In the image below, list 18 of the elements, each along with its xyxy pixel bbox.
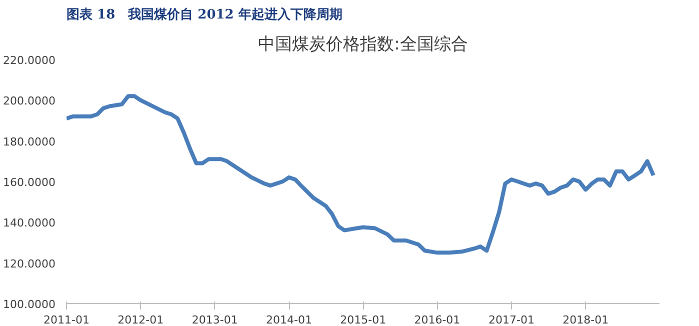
x-tick-label: 2018-01 xyxy=(562,314,609,326)
chart-subtitle: 中国煤炭价格指数:全国综合 xyxy=(258,34,468,54)
x-tick-label: 2016-01 xyxy=(414,314,460,326)
chart-title: 图表 18 我国煤价自 2012 年起进入下降周期 xyxy=(66,6,342,22)
x-tick-label: 2011-01 xyxy=(44,314,90,326)
y-tick-label: 100.0000 xyxy=(3,298,56,311)
x-tick-label: 2014-01 xyxy=(266,314,312,326)
y-tick-label: 140.0000 xyxy=(3,216,56,230)
x-tick-label: 2015-01 xyxy=(340,314,386,326)
line-series xyxy=(66,94,656,255)
y-tick-label: 220.0000 xyxy=(3,54,56,67)
x-tick-label: 2017-01 xyxy=(488,314,534,326)
y-tick-label: 180.0000 xyxy=(3,135,56,148)
y-tick-label: 120.0000 xyxy=(3,257,56,270)
x-tick-label: 2012-01 xyxy=(118,314,164,326)
x-tick-label: 2013-01 xyxy=(192,314,238,326)
y-tick-label: 200.0000 xyxy=(3,94,56,108)
y-tick-label: 160.0000 xyxy=(3,176,56,189)
